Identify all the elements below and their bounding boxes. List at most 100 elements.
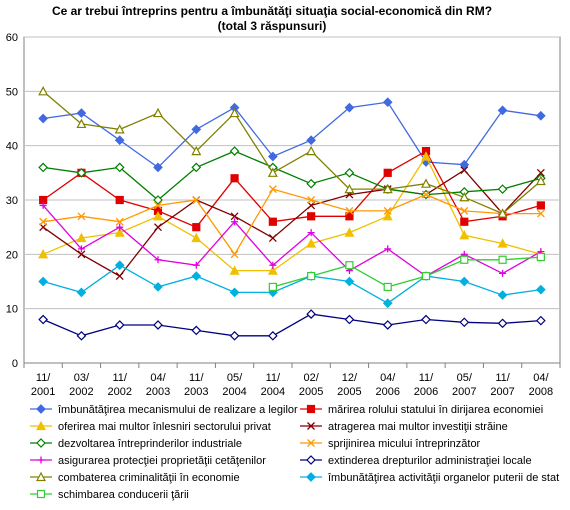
legend: îmbunătăţirea mecanismului de realizare … (30, 404, 559, 501)
data-point (268, 330, 278, 341)
data-point (114, 162, 125, 173)
series-0 (38, 97, 546, 173)
chart-title-line-2: (total 3 răspunsuri) (218, 19, 327, 33)
data-point (153, 211, 163, 221)
legend-label: asigurarea protecţiei proprietăţii cetăţ… (58, 455, 266, 467)
data-point (345, 206, 354, 215)
data-point (497, 318, 508, 329)
data-point (344, 276, 355, 287)
data-point (459, 317, 470, 328)
x-tick-label: 04/ (150, 372, 166, 384)
data-point (76, 118, 87, 129)
data-point (344, 314, 355, 325)
data-point (421, 178, 431, 188)
data-point (77, 245, 85, 253)
data-point (460, 166, 469, 175)
data-point (421, 271, 431, 281)
x-tick-label: 2006 (414, 386, 438, 398)
data-point (229, 330, 240, 341)
legend-item: asigurarea protecţiei proprietăţii cetăţ… (30, 455, 266, 467)
data-point (344, 227, 355, 237)
data-point (229, 107, 240, 118)
legend-label: îmbunătăţirea mecanismului de realizare … (57, 404, 298, 416)
data-point (38, 249, 49, 259)
legend-marker (37, 456, 45, 464)
data-point (231, 218, 239, 226)
data-point (536, 168, 545, 177)
y-tick-label: 40 (6, 141, 18, 153)
legend-item: combaterea criminalităţii în economie (30, 471, 240, 484)
data-point (306, 238, 317, 248)
data-point (192, 261, 200, 269)
x-tick-label: 03/ (74, 372, 90, 384)
x-tick-label: 11/ (495, 372, 510, 384)
data-point (459, 159, 470, 170)
legend-item: îmbunătăţirea mecanismului de realizare … (30, 404, 298, 416)
series-line (42, 155, 542, 272)
series-line (43, 101, 541, 169)
legend-label: sprijinirea micului întreprinzător (328, 438, 481, 450)
data-point (115, 217, 124, 226)
data-point (191, 145, 202, 156)
data-point (536, 110, 546, 121)
data-point (497, 238, 508, 248)
data-point (306, 135, 316, 146)
legend-item: schimbarea conducerii ţării (30, 489, 189, 501)
legend-marker (36, 489, 46, 499)
data-point (422, 190, 430, 199)
data-point (460, 255, 469, 264)
data-point (344, 167, 355, 178)
data-point (154, 201, 162, 210)
legend-marker (36, 404, 46, 414)
data-point (192, 196, 201, 204)
data-point (153, 282, 163, 292)
data-point (306, 145, 317, 156)
legend-marker (36, 471, 46, 482)
legend-label: atragerea mai multor investiţii străine (328, 421, 508, 433)
data-point (267, 167, 278, 177)
data-point (191, 325, 202, 336)
data-point (459, 276, 470, 287)
legend-marker (306, 404, 316, 414)
series-line (42, 169, 542, 277)
data-point (536, 252, 545, 262)
data-point (382, 298, 393, 309)
series-4 (38, 146, 546, 205)
chart-title-line-1: Ce ar trebui întreprins pentru a îmbunăt… (52, 4, 492, 18)
legend-label: oferirea mai multor înlesniri sectorului… (58, 421, 271, 433)
series-line (42, 264, 541, 304)
x-tick-label: 04/ (533, 372, 549, 384)
data-point (459, 192, 470, 202)
data-point (153, 162, 163, 173)
data-point (268, 217, 277, 226)
y-tick-label: 10 (6, 304, 18, 316)
x-tick-label: 2007 (452, 386, 476, 398)
series-2 (38, 151, 546, 275)
x-tick-label: 2004 (222, 386, 246, 398)
legend-marker (306, 472, 316, 482)
series-line (43, 188, 541, 256)
series-1 (39, 147, 545, 232)
data-point (499, 269, 507, 277)
data-point (39, 217, 48, 226)
plot-area: 0 10 20 30 40 50 60 11/2001 03/2002 11/2002 04/200… (6, 32, 561, 398)
y-tick-label: 0 (12, 358, 18, 370)
data-point (154, 223, 162, 232)
legend-item: îmbunătăţirea activităţii organelor pute… (300, 472, 559, 484)
legend-label: combaterea criminalităţii în economie (58, 472, 240, 484)
data-point (76, 232, 87, 243)
data-point (269, 261, 277, 269)
x-tick-label: 11/ (419, 372, 434, 384)
series-line (42, 150, 542, 228)
x-tick-label: 2005 (337, 386, 361, 398)
legend-item: mărirea rolului statului în dirijarea ec… (300, 404, 543, 416)
legend-label: dezvoltarea întreprinderilor industriale (58, 438, 242, 450)
data-point (497, 184, 508, 194)
x-tick-label: 05/ (457, 372, 473, 384)
data-point (497, 290, 508, 300)
data-point (536, 209, 545, 218)
data-point (345, 261, 354, 270)
data-point (114, 260, 125, 271)
data-point (535, 175, 546, 186)
data-point (38, 276, 48, 287)
